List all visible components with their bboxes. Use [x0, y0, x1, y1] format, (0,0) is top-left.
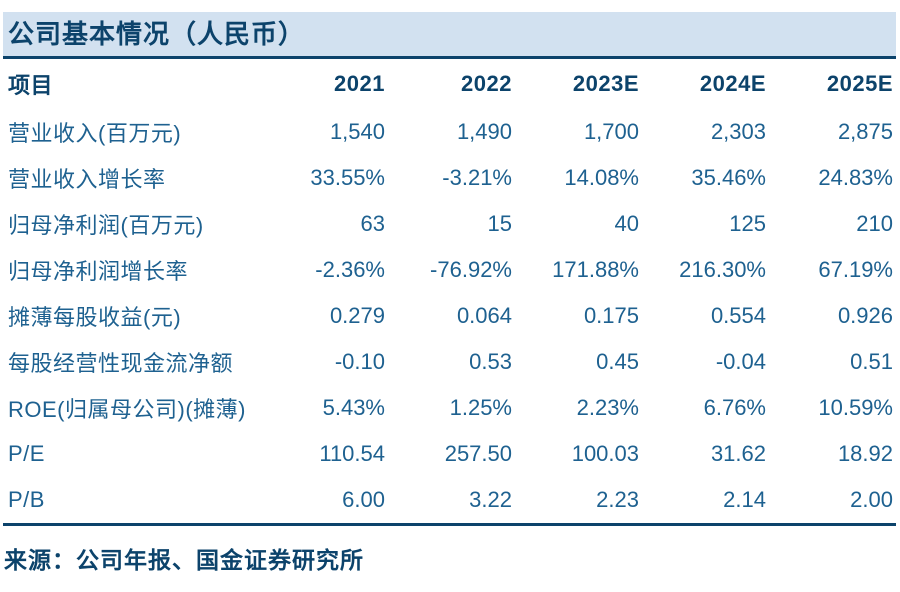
row-label: P/B	[8, 487, 45, 512]
cell-value: 171.88%	[552, 257, 639, 282]
table-row: 归母净利润(百万元) 63 15 40 125 210	[3, 201, 896, 247]
table-row: 营业收入(百万元) 1,540 1,490 1,700 2,303 2,875	[3, 109, 896, 155]
cell-value: -76.92%	[430, 257, 512, 282]
table-row: P/E 110.54 257.50 100.03 31.62 18.92	[3, 431, 896, 477]
table-row: 营业收入增长率 33.55% -3.21% 14.08% 35.46% 24.83%	[3, 155, 896, 201]
row-label: 营业收入(百万元)	[8, 121, 182, 146]
cell-value: 31.62	[710, 441, 766, 466]
column-header-2021: 2021	[334, 71, 385, 96]
cell-value: 125	[729, 211, 766, 236]
row-label: 每股经营性现金流净额	[8, 351, 234, 376]
table-row: 归母净利润增长率 -2.36% -76.92% 171.88% 216.30% 67.19…	[3, 247, 896, 293]
cell-value: 0.53	[469, 349, 512, 374]
cell-value: 63	[360, 211, 385, 236]
cell-value: 5.43%	[322, 395, 385, 420]
cell-value: 33.55%	[310, 165, 385, 190]
cell-value: 10.59%	[818, 395, 893, 420]
row-label: 归母净利润增长率	[8, 259, 189, 284]
cell-value: 2.23%	[576, 395, 639, 420]
row-label: 归母净利润(百万元)	[8, 213, 204, 238]
cell-value: 40	[614, 211, 639, 236]
row-label: 营业收入增长率	[8, 167, 166, 192]
cell-value: 15	[487, 211, 512, 236]
cell-value: 14.08%	[564, 165, 639, 190]
cell-value: 6.00	[342, 487, 385, 512]
table-title-bar: 公司基本情况（人民币）	[3, 12, 896, 59]
cell-value: 1.25%	[449, 395, 512, 420]
column-header-item: 项目	[8, 73, 54, 98]
cell-value: 2.23	[596, 487, 639, 512]
cell-value: 6.76%	[703, 395, 766, 420]
cell-value: 2.00	[850, 487, 893, 512]
table-header-row: 项目 2021 2022 2023E 2024E 2025E	[3, 59, 896, 109]
cell-value: 3.22	[469, 487, 512, 512]
cell-value: 67.19%	[818, 257, 893, 282]
cell-value: 257.50	[444, 441, 512, 466]
cell-value: 216.30%	[679, 257, 766, 282]
table-title: 公司基本情况（人民币）	[8, 19, 306, 49]
cell-value: 35.46%	[691, 165, 766, 190]
cell-value: 18.92	[837, 441, 893, 466]
column-header-2023e: 2023E	[572, 71, 639, 96]
row-label: P/E	[8, 441, 45, 466]
cell-value: 24.83%	[818, 165, 893, 190]
cell-value: 0.51	[850, 349, 893, 374]
table-row: 摊薄每股收益(元) 0.279 0.064 0.175 0.554 0.926	[3, 293, 896, 339]
cell-value: 0.45	[596, 349, 639, 374]
cell-value: 0.279	[329, 303, 385, 328]
cell-value: 0.926	[837, 303, 893, 328]
cell-value: 100.03	[571, 441, 639, 466]
cell-value: 2.14	[723, 487, 766, 512]
source-note: 来源：公司年报、国金证券研究所	[4, 547, 364, 573]
cell-value: -0.10	[334, 349, 385, 374]
cell-value: 1,490	[456, 119, 512, 144]
table-row: ROE(归属母公司)(摊薄) 5.43% 1.25% 2.23% 6.76% 10.59%	[3, 385, 896, 431]
column-header-2025e: 2025E	[826, 71, 893, 96]
table-row: 每股经营性现金流净额 -0.10 0.53 0.45 -0.04 0.51	[3, 339, 896, 385]
cell-value: 210	[856, 211, 893, 236]
column-header-2022: 2022	[461, 71, 512, 96]
cell-value: 0.175	[583, 303, 639, 328]
row-label: 摊薄每股收益(元)	[8, 305, 182, 330]
cell-value: 0.554	[710, 303, 766, 328]
table-row: P/B 6.00 3.22 2.23 2.14 2.00	[3, 477, 896, 525]
cell-value: 1,700	[583, 119, 639, 144]
cell-value: 2,875	[837, 119, 893, 144]
cell-value: 1,540	[329, 119, 385, 144]
cell-value: -0.04	[715, 349, 766, 374]
column-header-2024e: 2024E	[699, 71, 766, 96]
cell-value: -3.21%	[442, 165, 512, 190]
cell-value: 110.54	[319, 441, 385, 466]
financials-table: 项目 2021 2022 2023E 2024E 2025E 营业收入(百万元)…	[3, 59, 896, 526]
row-label: ROE(归属母公司)(摊薄)	[8, 397, 246, 422]
cell-value: -2.36%	[315, 257, 385, 282]
cell-value: 2,303	[710, 119, 766, 144]
cell-value: 0.064	[456, 303, 512, 328]
